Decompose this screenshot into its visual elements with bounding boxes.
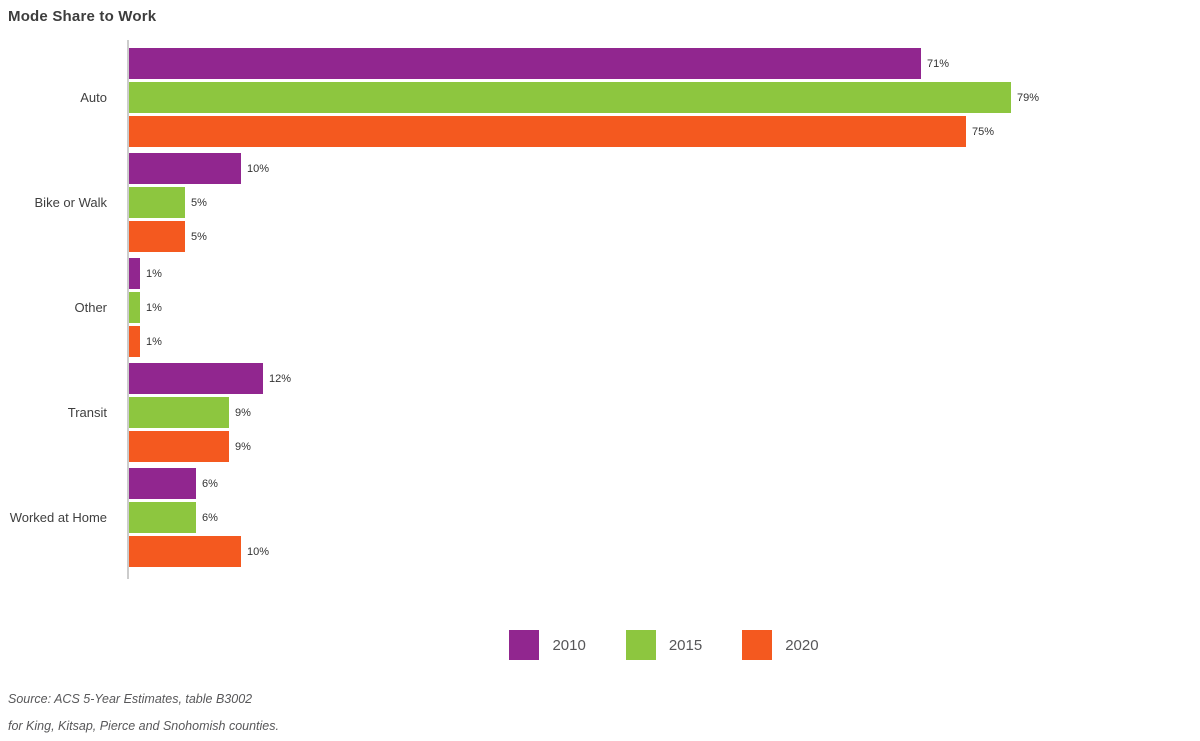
legend-swatch-2020 [742, 630, 773, 660]
bar-value-label: 9% [235, 440, 251, 453]
bar-2020 [129, 116, 966, 147]
bar-row: 12% [129, 363, 1200, 394]
category-group: Bike or Walk 10% 5% 5% [0, 153, 1200, 252]
y-axis-line [127, 40, 129, 579]
bar-2010 [129, 153, 241, 184]
category-bars: 10% 5% 5% [117, 153, 1200, 252]
bar-row: 79% [129, 82, 1200, 113]
category-bars: 1% 1% 1% [117, 258, 1200, 357]
bar-row: 5% [129, 187, 1200, 218]
category-bars: 71% 79% 75% [117, 48, 1200, 147]
category-group: Auto 71% 79% 75% [0, 48, 1200, 147]
bar-2015 [129, 292, 140, 323]
bar-row: 6% [129, 502, 1200, 533]
legend-label: 2010 [552, 636, 586, 654]
bar-2020 [129, 221, 185, 252]
bar-row: 10% [129, 153, 1200, 184]
bar-row: 75% [129, 116, 1200, 147]
category-group: Other 1% 1% 1% [0, 258, 1200, 357]
bar-value-label: 9% [235, 406, 251, 419]
bar-2015 [129, 502, 196, 533]
category-label: Worked at Home [9, 510, 107, 525]
bar-value-label: 75% [972, 125, 995, 138]
bar-row: 9% [129, 431, 1200, 462]
bar-row: 10% [129, 536, 1200, 567]
bar-value-label: 5% [191, 230, 207, 243]
bar-row: 6% [129, 468, 1200, 499]
legend-label: 2015 [668, 636, 703, 654]
bar-row: 1% [129, 258, 1200, 289]
category-bars: 6% 6% 10% [117, 468, 1200, 567]
source-note: Source: ACS 5-Year Estimates, table B300… [8, 692, 279, 741]
legend-item-2010: 2010 [509, 630, 586, 660]
source-line-1: Source: ACS 5-Year Estimates, table B300… [8, 692, 253, 706]
bar-value-label: 5% [191, 196, 207, 209]
bar-2010 [129, 468, 196, 499]
legend: 2010 2015 2020 [128, 630, 1200, 660]
bar-2020 [129, 326, 140, 357]
category-label: Auto [80, 90, 107, 105]
bar-2010 [129, 258, 140, 289]
bar-row: 1% [129, 326, 1200, 357]
category-group: Worked at Home 6% 6% 10% [0, 468, 1200, 567]
bar-2010 [129, 48, 921, 79]
bar-value-label: 71% [927, 57, 950, 70]
bar-value-label: 6% [202, 477, 218, 490]
bar-value-label: 79% [1017, 91, 1040, 104]
bar-row: 9% [129, 397, 1200, 428]
legend-label: 2020 [785, 636, 819, 654]
bar-value-label: 10% [247, 545, 270, 558]
bar-value-label: 1% [146, 267, 162, 280]
bar-2015 [129, 187, 185, 218]
bar-2020 [129, 431, 229, 462]
bar-2015 [129, 82, 1011, 113]
bar-value-label: 1% [146, 335, 162, 348]
category-label: Bike or Walk [34, 195, 107, 210]
bar-2010 [129, 363, 263, 394]
category-label: Transit [67, 405, 107, 420]
legend-swatch-2015 [625, 630, 656, 660]
bar-row: 1% [129, 292, 1200, 323]
bar-value-label: 6% [202, 511, 218, 524]
legend-item-2020: 2020 [742, 630, 819, 660]
legend-swatch-2010 [509, 630, 540, 660]
category-group: Transit 12% 9% 9% [0, 363, 1200, 462]
bar-value-label: 12% [269, 372, 292, 385]
category-bars: 12% 9% 9% [117, 363, 1200, 462]
bar-groups-container: Auto 71% 79% 75% Bike or Walk 10% 5% 5% Other 1% 1… [0, 48, 1200, 567]
category-label: Other [74, 300, 107, 315]
bar-row: 5% [129, 221, 1200, 252]
bar-value-label: 1% [146, 301, 162, 314]
bar-row: 71% [129, 48, 1200, 79]
bar-2015 [129, 397, 229, 428]
bar-2020 [129, 536, 241, 567]
chart-title: Mode Share to Work [8, 8, 157, 25]
plot-area: Auto 71% 79% 75% Bike or Walk 10% 5% 5% Other 1% 1… [0, 40, 1200, 579]
source-line-2: for King, Kitsap, Pierce and Snohomish c… [8, 719, 279, 733]
legend-item-2015: 2015 [625, 630, 703, 660]
bar-value-label: 10% [247, 162, 270, 175]
